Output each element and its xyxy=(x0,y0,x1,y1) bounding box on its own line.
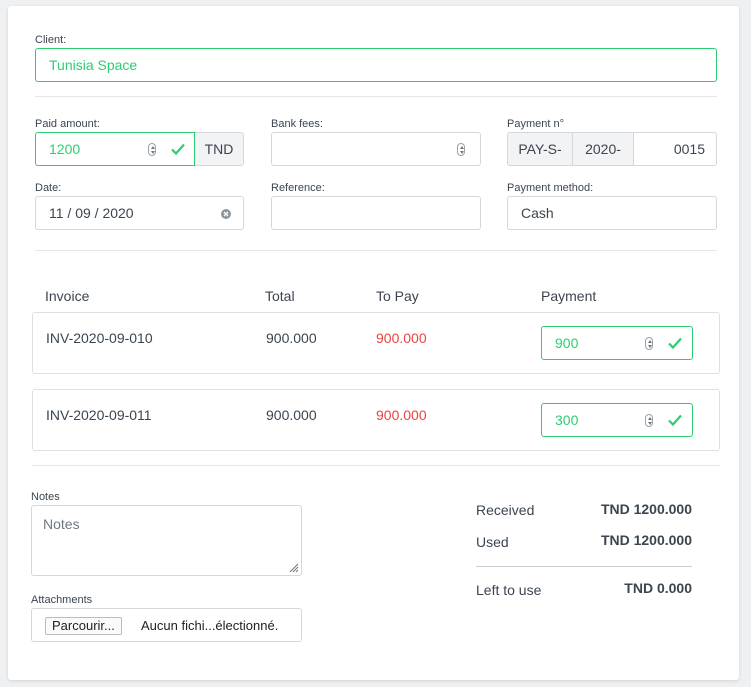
client-field[interactable]: Tunisia Space xyxy=(35,48,717,82)
header-to-pay: To Pay xyxy=(376,288,419,304)
payment-no-year: 2020- xyxy=(572,132,634,166)
invoice-to-pay: 900.000 xyxy=(376,330,427,346)
divider xyxy=(35,96,717,97)
table-row: INV-2020-09-011 900.000 900.000 300 xyxy=(32,389,720,451)
resize-handle-icon[interactable] xyxy=(289,563,299,573)
payment-no-label: Payment n° xyxy=(507,118,564,130)
date-input[interactable]: 11 / 09 / 2020 xyxy=(35,196,244,230)
stepper-icon[interactable] xyxy=(457,143,465,156)
paid-amount-label: Paid amount: xyxy=(35,118,100,130)
bank-fees-label: Bank fees: xyxy=(271,118,323,130)
payment-amount-value: 300 xyxy=(555,412,579,428)
table-row: INV-2020-09-010 900.000 900.000 900 xyxy=(32,312,720,374)
summary-divider xyxy=(476,566,692,567)
invoice-total: 900.000 xyxy=(266,407,317,423)
used-value: TND 1200.000 xyxy=(600,532,692,548)
date-value: 11 / 09 / 2020 xyxy=(49,205,134,221)
currency-addon: TND xyxy=(195,132,244,166)
stepper-icon[interactable] xyxy=(645,414,653,427)
invoice-total: 900.000 xyxy=(266,330,317,346)
left-to-use-value: TND 0.000 xyxy=(624,580,692,596)
invoice-number: INV-2020-09-011 xyxy=(46,407,152,423)
date-label: Date: xyxy=(35,182,62,194)
divider xyxy=(32,465,720,466)
header-total: Total xyxy=(265,288,295,304)
header-invoice: Invoice xyxy=(45,288,90,304)
bank-fees-input[interactable] xyxy=(271,132,481,166)
received-label: Received xyxy=(476,502,535,518)
notes-textarea[interactable]: Notes xyxy=(31,505,302,576)
client-value: Tunisia Space xyxy=(49,57,138,73)
payment-method-value: Cash xyxy=(521,205,554,221)
payment-form-card: Client: Tunisia Space Paid amount: 1200 … xyxy=(8,6,739,680)
notes-label: Notes xyxy=(31,491,60,503)
check-icon xyxy=(668,337,682,349)
used-label: Used xyxy=(476,534,509,550)
check-icon xyxy=(668,414,682,426)
payment-no-prefix: PAY-S- xyxy=(507,132,573,166)
notes-placeholder: Notes xyxy=(43,516,80,532)
file-status: Aucun fichi...électionné. xyxy=(141,618,279,633)
invoice-to-pay: 900.000 xyxy=(376,407,427,423)
payment-amount-value: 900 xyxy=(555,335,579,351)
payment-method-select[interactable]: Cash xyxy=(507,196,717,230)
stepper-icon[interactable] xyxy=(645,337,653,350)
payment-no-number: 0015 xyxy=(673,141,705,157)
reference-input[interactable] xyxy=(271,196,481,230)
payment-amount-input[interactable]: 300 xyxy=(541,403,693,437)
left-to-use-label: Left to use xyxy=(476,582,542,598)
header-payment: Payment xyxy=(541,288,597,304)
clear-icon[interactable] xyxy=(221,209,231,219)
attachments-label: Attachments xyxy=(31,594,93,606)
check-icon xyxy=(171,143,185,155)
attachments-file-input[interactable]: Parcourir... Aucun fichi...électionné. xyxy=(31,608,302,642)
paid-amount-input[interactable]: 1200 xyxy=(35,132,195,166)
stepper-icon[interactable] xyxy=(148,143,156,156)
paid-amount-value: 1200 xyxy=(49,141,81,157)
received-value: TND 1200.000 xyxy=(600,501,692,517)
invoice-number: INV-2020-09-010 xyxy=(46,330,153,346)
divider xyxy=(35,250,717,251)
payment-amount-input[interactable]: 900 xyxy=(541,326,693,360)
payment-no-input[interactable]: 0015 xyxy=(633,132,717,166)
payment-method-label: Payment method: xyxy=(507,182,594,194)
reference-label: Reference: xyxy=(271,182,325,194)
browse-button[interactable]: Parcourir... xyxy=(45,617,122,635)
client-label: Client: xyxy=(35,34,67,46)
